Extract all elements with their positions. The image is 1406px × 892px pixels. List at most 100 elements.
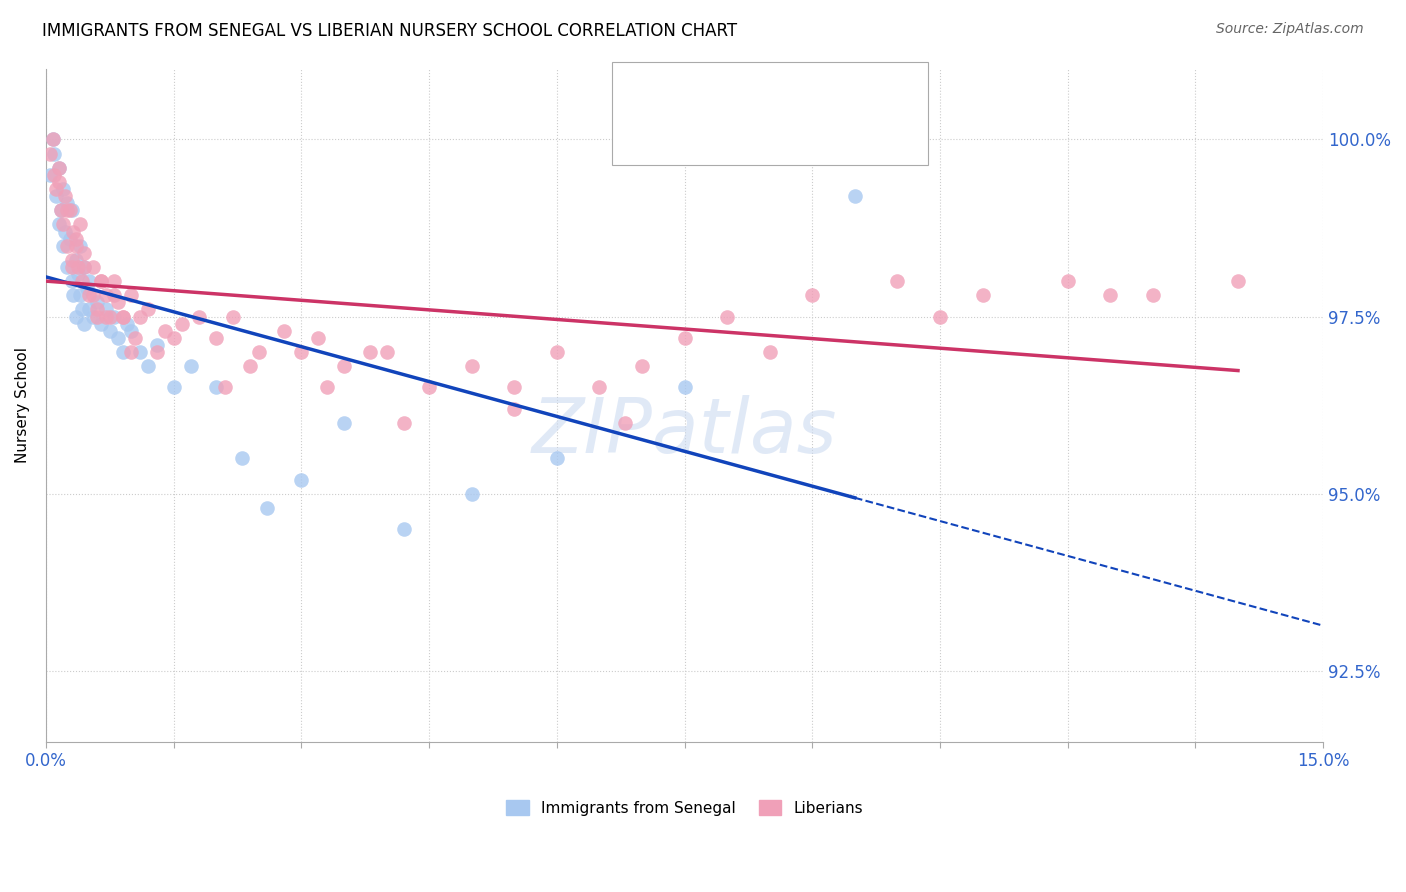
Point xyxy=(359,345,381,359)
Text: N =: N = xyxy=(780,135,814,150)
Point xyxy=(67,267,90,281)
Text: 0.199: 0.199 xyxy=(696,82,755,100)
Point xyxy=(1056,274,1078,288)
Point xyxy=(503,401,526,416)
Point xyxy=(716,310,738,324)
Point xyxy=(48,161,70,175)
Point xyxy=(124,331,146,345)
Point xyxy=(86,310,108,324)
Point xyxy=(69,238,91,252)
Point xyxy=(59,232,82,246)
Point xyxy=(115,317,138,331)
Point xyxy=(460,487,482,501)
Point xyxy=(70,302,93,317)
Point xyxy=(231,451,253,466)
Point xyxy=(65,238,87,252)
Point xyxy=(44,168,66,182)
Text: IMMIGRANTS FROM SENEGAL VS LIBERIAN NURSERY SCHOOL CORRELATION CHART: IMMIGRANTS FROM SENEGAL VS LIBERIAN NURS… xyxy=(42,22,737,40)
Point xyxy=(82,260,104,274)
Text: Source: ZipAtlas.com: Source: ZipAtlas.com xyxy=(1216,22,1364,37)
Point xyxy=(290,473,312,487)
Text: -0.178: -0.178 xyxy=(696,134,755,152)
Point xyxy=(1099,288,1122,302)
Point xyxy=(172,317,194,331)
Point xyxy=(460,359,482,374)
Point xyxy=(107,331,129,345)
Text: R =: R = xyxy=(654,135,688,150)
Point xyxy=(107,295,129,310)
Point xyxy=(333,416,356,430)
Point xyxy=(307,331,329,345)
Point xyxy=(239,359,262,374)
Text: 79: 79 xyxy=(820,134,844,152)
Point xyxy=(56,238,79,252)
Point xyxy=(48,175,70,189)
Point xyxy=(163,331,186,345)
Point xyxy=(98,324,121,338)
Point xyxy=(418,380,440,394)
Point xyxy=(62,225,84,239)
Point xyxy=(546,451,568,466)
Point xyxy=(60,252,83,267)
Point xyxy=(67,260,90,274)
Point xyxy=(180,359,202,374)
Text: ■: ■ xyxy=(626,132,645,153)
Point xyxy=(51,203,73,218)
Point xyxy=(111,345,134,359)
Point xyxy=(45,182,67,196)
Point xyxy=(145,345,167,359)
Point xyxy=(588,380,610,394)
Point xyxy=(375,345,398,359)
Point xyxy=(86,302,108,317)
Point xyxy=(503,380,526,394)
Point xyxy=(60,274,83,288)
Point xyxy=(73,245,96,260)
Point xyxy=(69,218,91,232)
Point xyxy=(94,288,117,302)
Point xyxy=(214,380,236,394)
Point xyxy=(52,182,75,196)
Point xyxy=(103,310,125,324)
Text: N =: N = xyxy=(780,84,814,99)
Point xyxy=(98,310,121,324)
Point xyxy=(392,522,415,536)
Point xyxy=(90,317,112,331)
Point xyxy=(52,218,75,232)
Point xyxy=(76,281,98,295)
Point xyxy=(51,203,73,218)
Text: 52: 52 xyxy=(820,82,842,100)
Point xyxy=(205,331,228,345)
Point xyxy=(65,252,87,267)
Point xyxy=(886,274,908,288)
Point xyxy=(48,161,70,175)
Point xyxy=(801,288,824,302)
Point xyxy=(128,345,150,359)
Point xyxy=(1227,274,1250,288)
Point xyxy=(48,218,70,232)
Point xyxy=(56,260,79,274)
Point xyxy=(120,345,142,359)
Point xyxy=(188,310,211,324)
Point xyxy=(222,310,245,324)
Point xyxy=(247,345,270,359)
Point xyxy=(103,274,125,288)
Point xyxy=(56,196,79,211)
Point xyxy=(70,274,93,288)
Point xyxy=(972,288,994,302)
Point xyxy=(65,232,87,246)
Point xyxy=(77,274,100,288)
Point xyxy=(128,310,150,324)
Point xyxy=(65,310,87,324)
Point xyxy=(60,203,83,218)
Point xyxy=(631,359,654,374)
Point xyxy=(42,132,65,146)
Point xyxy=(73,317,96,331)
Point xyxy=(1142,288,1164,302)
Point xyxy=(273,324,295,338)
Point xyxy=(77,302,100,317)
Text: ZIPatlas: ZIPatlas xyxy=(531,395,837,469)
Point xyxy=(613,416,636,430)
Point xyxy=(145,338,167,352)
Point xyxy=(45,189,67,203)
Point xyxy=(844,189,866,203)
